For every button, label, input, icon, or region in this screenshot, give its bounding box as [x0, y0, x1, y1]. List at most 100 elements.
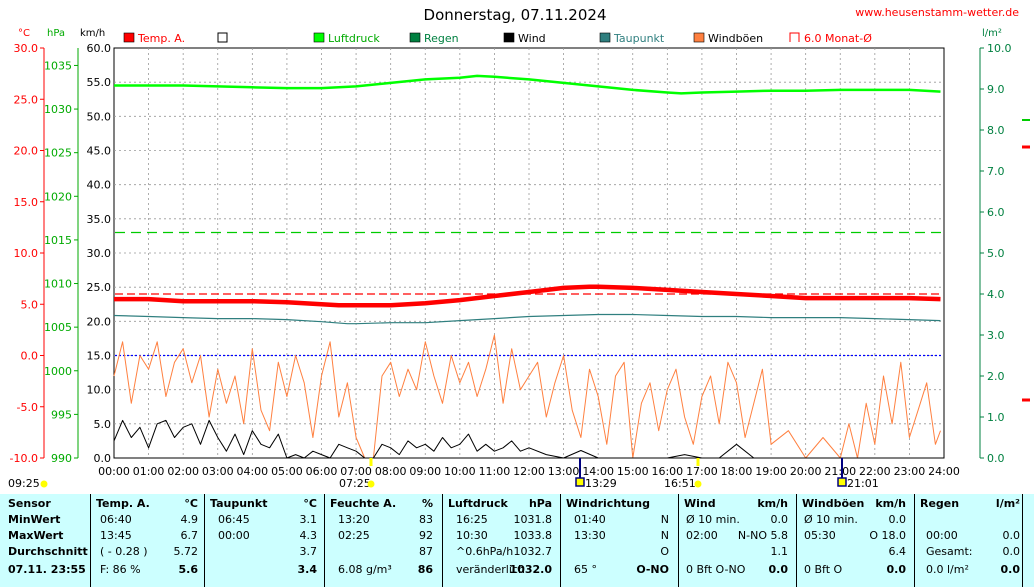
table-cell-time: Ø 10 min. [686, 513, 740, 526]
table-column-divider [442, 494, 443, 587]
table-cell-value: 1032.7 [513, 545, 553, 558]
y-kmh-tick-label: 55.0 [87, 76, 112, 89]
table-column-divider [204, 494, 205, 587]
table-cell-time: Ø 10 min. [804, 513, 858, 526]
sunrise-icon [367, 480, 375, 488]
x-tick-label: 24:00 [928, 465, 960, 478]
table-header-label: Temp. A. [96, 497, 150, 510]
y-rain-tick-label: 1.0 [987, 411, 1005, 424]
table-cell-value: N-NO 5.8 [737, 529, 788, 542]
moonrise-time: 13:29 [585, 477, 617, 490]
moonset-icon [837, 477, 847, 487]
y-temp-tick-label: -10.0 [10, 452, 38, 465]
y-kmh-tick-label: 10.0 [87, 384, 112, 397]
x-tick-label: 09:00 [409, 465, 441, 478]
stats-row-current: 07.11. 23:55 F: 86 % 5.6 3.4 6.08 g/m³ 86 verä… [0, 562, 1034, 578]
series-line [113, 419, 941, 459]
table-cell-value: O 18.0 [869, 529, 906, 542]
y-rain-tick-label: 8.0 [987, 124, 1005, 137]
x-tick-label: 17:00 [686, 465, 718, 478]
table-cell-value: 0.0 [768, 563, 789, 576]
y-hpa-tick-label: 990 [51, 452, 72, 465]
table-cell-time: 10:30 [456, 529, 488, 542]
x-tick-label: 13:00 [548, 465, 580, 478]
y-kmh-tick-label: 25.0 [87, 281, 112, 294]
legend-swatch [217, 32, 228, 43]
table-cell-value: 5.6 [178, 563, 199, 576]
table-header-unit: km/h [757, 497, 788, 510]
chart-grid [113, 47, 945, 459]
table-cell-value: O [660, 545, 669, 558]
legend-swatch [599, 32, 611, 43]
table-header-label: Windrichtung [566, 497, 650, 510]
table-cell-value: 0.0 [886, 563, 907, 576]
table-cell-value: 0.0 [770, 513, 789, 526]
table-header-unit: l/m² [995, 497, 1020, 510]
y-temp-tick-label: -5.0 [17, 401, 38, 414]
x-tick-label: 03:00 [202, 465, 234, 478]
legend-swatch [693, 32, 705, 43]
y-rain-tick-label: 2.0 [987, 370, 1005, 383]
y-kmh-tick-label: 20.0 [87, 315, 112, 328]
table-cell-value: 0.0 [1002, 529, 1021, 542]
y-kmh-tick-label: 40.0 [87, 179, 112, 192]
y-rain-tick-label: 0.0 [987, 452, 1005, 465]
sun-left-time: 09:25 [8, 477, 40, 490]
x-tick-label: 22:00 [859, 465, 891, 478]
legend-swatch [409, 32, 421, 43]
table-cell-time: 13:20 [338, 513, 370, 526]
y-rain-tick-label: 3.0 [987, 329, 1005, 342]
y-hpa-tick-label: 1005 [44, 321, 72, 334]
y-kmh-tick-label: 45.0 [87, 145, 112, 158]
stats-header-row: Sensor Temp. A. °C Taupunkt °C Feuchte A.% Luf… [0, 496, 1034, 512]
x-tick-label: 02:00 [167, 465, 199, 478]
table-cell-value: 3.7 [299, 545, 318, 558]
y-hpa-tick-label: 1010 [44, 278, 72, 291]
y-hpa-tick-label: 995 [51, 408, 72, 421]
table-header-unit: °C [184, 497, 198, 510]
table-cell-value: 0.0 [1000, 563, 1021, 576]
x-tick-label: 14:00 [582, 465, 614, 478]
table-cell-time: 13:45 [100, 529, 132, 542]
table-column-divider [1022, 494, 1023, 587]
y-kmh-tick-label: 30.0 [87, 247, 112, 260]
x-tick-label: 00:00 [98, 465, 130, 478]
table-column-divider [90, 494, 91, 587]
sunset-icon [694, 480, 702, 488]
y-temp-tick-label: 15.0 [14, 196, 39, 209]
sun-icon [40, 480, 48, 488]
y-rain-tick-label: 4.0 [987, 288, 1005, 301]
y-hpa-tick-label: 1015 [44, 234, 72, 247]
table-cell-time: 01:40 [574, 513, 606, 526]
table-cell-value: O-NO [636, 563, 669, 576]
y-rain-tick-label: 9.0 [987, 83, 1005, 96]
table-row-label: MaxWert [8, 529, 64, 542]
table-cell-value: 5.72 [173, 545, 199, 558]
table-cell-value: 86 [417, 563, 433, 576]
unit-rain-label: l/m² [982, 28, 1002, 39]
table-header-label: Wind [684, 497, 716, 510]
table-column-divider [324, 494, 325, 587]
table-cell-time: 6.08 g/m³ [338, 563, 392, 576]
table-header-label: Taupunkt [210, 497, 268, 510]
unit-hpa-label: hPa [47, 28, 65, 39]
table-row-label: Durchschnitt [8, 545, 88, 558]
legend-label: Regen [424, 32, 459, 45]
site-link[interactable]: www.heusenstamm-wetter.de [855, 6, 1019, 19]
table-cell-time: 0.0 l/m² [926, 563, 969, 576]
y-kmh-tick-label: 5.0 [94, 418, 112, 431]
y-hpa-tick-label: 1035 [44, 59, 72, 72]
legend-label: Taupunkt [613, 32, 665, 45]
table-cell-time: veränderlich [456, 563, 525, 576]
table-cell-value: 1031.8 [513, 513, 553, 526]
y-temp-tick-label: 20.0 [14, 145, 39, 158]
moonset-time: 21:01 [847, 477, 879, 490]
legend-label: Luftdruck [328, 32, 380, 45]
table-cell-value: 6.7 [180, 529, 199, 542]
y-hpa-tick-label: 1020 [44, 190, 72, 203]
table-cell-value: 0.0 [1002, 545, 1021, 558]
series-line [113, 313, 941, 325]
x-tick-label: 23:00 [894, 465, 926, 478]
legend-swatch [789, 32, 800, 42]
chart-series [113, 74, 1030, 459]
